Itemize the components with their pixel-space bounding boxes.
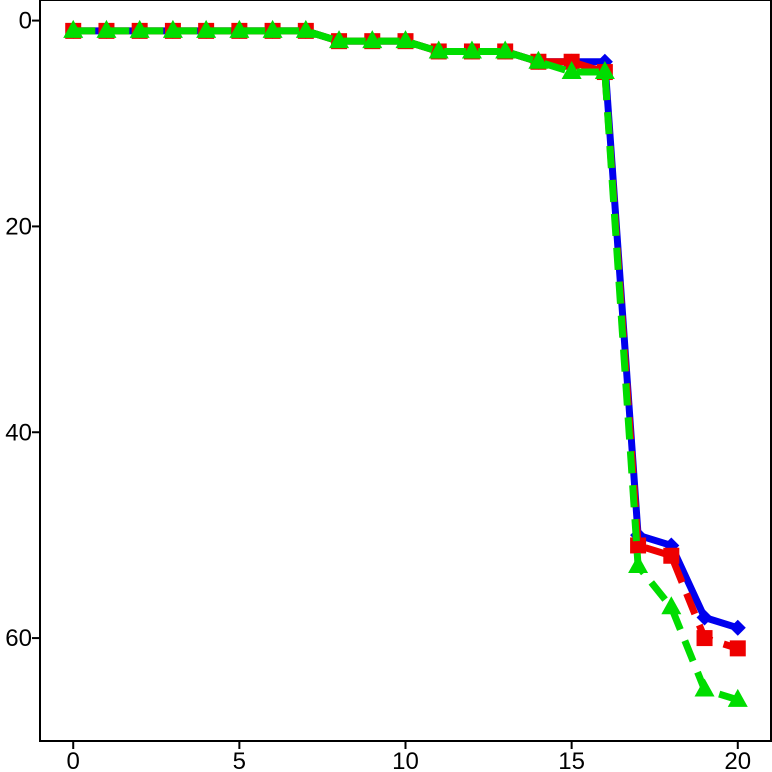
data-point-diamond	[696, 609, 713, 626]
data-point-triangle	[229, 19, 250, 38]
data-point-triangle	[661, 596, 682, 615]
data-point-triangle	[495, 40, 516, 59]
x-tick-label: 0	[67, 748, 80, 772]
data-point-triangle	[628, 555, 649, 574]
data-point-triangle	[528, 50, 549, 69]
data-point-triangle	[96, 19, 117, 38]
data-point-triangle	[129, 19, 150, 38]
series-3	[63, 19, 748, 707]
x-tick-label: 10	[392, 748, 419, 772]
series-3-line	[73, 27, 739, 704]
data-point-square	[729, 640, 746, 657]
data-point-triangle	[295, 19, 316, 38]
data-point-triangle	[428, 40, 449, 59]
data-point-square	[696, 630, 713, 647]
x-tick-label: 5	[233, 748, 246, 772]
data-point-diamond	[729, 619, 746, 636]
y-tick-label: 40	[5, 419, 32, 446]
data-point-triangle	[727, 688, 748, 707]
series-2	[65, 22, 746, 657]
data-point-triangle	[395, 30, 416, 49]
axes: 0 5 10 15 20 0 20 40 60	[5, 8, 751, 772]
data-point-triangle	[262, 19, 283, 38]
data-point-triangle	[561, 61, 582, 80]
data-point-triangle	[196, 19, 217, 38]
plot-area-frame	[39, 0, 772, 742]
data-point-triangle	[329, 30, 350, 49]
y-tick-label: 0	[19, 8, 32, 35]
data-point-triangle	[694, 678, 715, 697]
x-tick-label: 20	[724, 748, 751, 772]
data-point-triangle	[162, 19, 183, 38]
data-point-triangle	[63, 19, 84, 38]
y-tick-label: 60	[5, 625, 32, 652]
series-layer	[63, 19, 748, 707]
y-tick-label: 20	[5, 213, 32, 240]
data-point-square	[630, 537, 647, 554]
x-tick-label: 15	[558, 748, 585, 772]
data-point-triangle	[594, 61, 615, 80]
data-point-triangle	[362, 30, 383, 49]
data-point-triangle	[461, 40, 482, 59]
data-point-square	[663, 547, 680, 564]
